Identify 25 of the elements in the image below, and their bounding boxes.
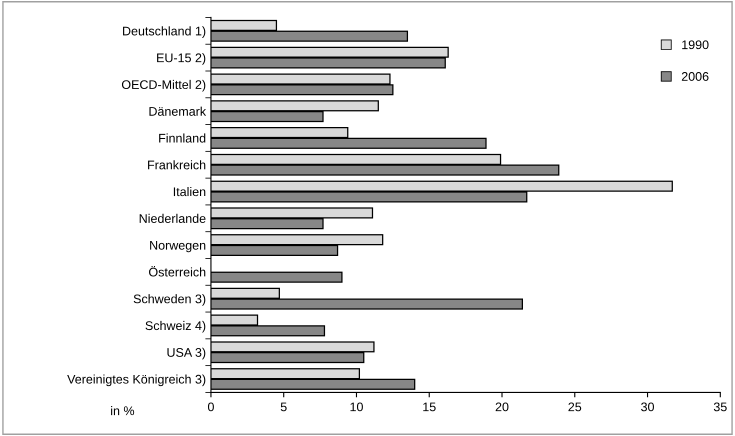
y-tick-label: USA 3)	[167, 348, 206, 360]
y-tick-label: Schweiz 4)	[146, 320, 206, 333]
y-tick-label: Vereinigtes Königreich 3)	[67, 374, 206, 386]
x-tick-label: 0	[208, 402, 214, 412]
x-tick-label: 10	[350, 402, 363, 412]
y-tick-label: Niederlande	[140, 214, 206, 223]
legend-label: 2006	[682, 72, 709, 81]
x-tick-label: 30	[641, 402, 654, 412]
y-tick-label: Österreich	[149, 266, 206, 277]
x-tick-label: 20	[496, 402, 508, 412]
y-tick-label: Dänemark	[149, 106, 206, 116]
x-tick-label: 35	[714, 402, 727, 412]
y-tick-label: Schweden 3)	[134, 294, 206, 306]
y-tick-label: Frankreich	[148, 160, 206, 170]
y-tick-label: EU-15 2)	[157, 53, 206, 65]
x-tick-label: 15	[423, 402, 436, 412]
y-tick-label: Deutschland 1)	[123, 26, 206, 38]
x-tick-label: 5	[280, 402, 287, 412]
y-tick-label: Norwegen	[150, 241, 206, 252]
y-tick-label: Italien	[174, 187, 206, 196]
x-tick-label: 25	[568, 402, 582, 412]
legend-label: 1990	[682, 40, 709, 50]
y-tick-label: Finnland	[159, 133, 206, 143]
text: in %	[111, 406, 134, 416]
y-tick-label: OECD-Mittel 2)	[122, 80, 206, 92]
